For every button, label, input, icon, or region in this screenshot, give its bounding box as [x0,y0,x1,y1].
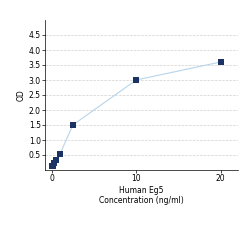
Point [50,164,54,168]
Point [54,158,58,162]
Point [218,60,222,64]
Point [51,164,55,168]
X-axis label: Human Eg5
Concentration (ng/ml): Human Eg5 Concentration (ng/ml) [99,186,184,205]
Point [71,123,75,127]
Y-axis label: OD: OD [17,89,26,101]
Point [58,152,62,156]
Point [134,78,138,82]
Point [52,162,56,166]
